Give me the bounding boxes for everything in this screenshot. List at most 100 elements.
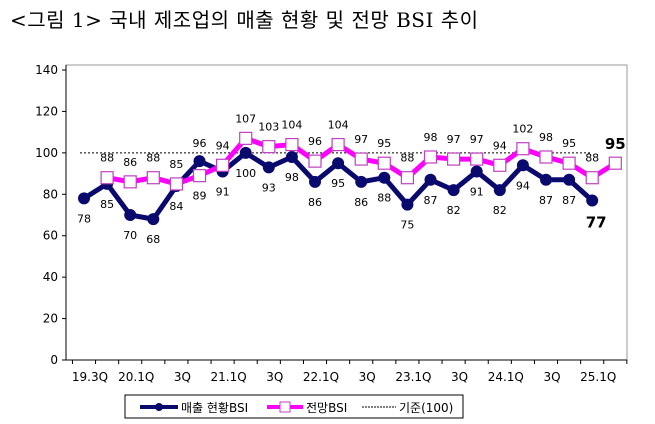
legend-label-current: 매출 현황BSI (181, 401, 248, 415)
data-point (262, 161, 275, 174)
data-point (423, 150, 438, 164)
legend: 매출 현황BSI 전망BSI 기준(100) (124, 394, 464, 419)
data-label: 84 (169, 200, 183, 213)
legend-marker-outlook (279, 401, 291, 413)
y-tick-label: 60 (43, 229, 58, 243)
data-label: 107 (235, 112, 256, 125)
y-tick-label: 120 (35, 104, 58, 118)
data-point (608, 156, 622, 170)
legend-label-baseline: 기준(100) (399, 401, 453, 415)
data-point (378, 171, 391, 184)
data-label: 77 (586, 214, 607, 232)
data-point (332, 157, 345, 170)
x-tick-label: 23.1Q (395, 370, 431, 384)
data-point (239, 131, 253, 145)
data-point (562, 156, 576, 170)
data-point (354, 152, 368, 166)
data-label: 98 (285, 171, 299, 184)
data-label: 87 (424, 194, 438, 207)
data-point (540, 173, 552, 186)
data-label: 75 (400, 219, 414, 232)
data-point (377, 156, 391, 170)
x-tick-label: 3Q (266, 370, 283, 384)
data-label: 68 (146, 233, 160, 246)
x-tick-label: 19.3Q (72, 370, 108, 384)
data-label: 98 (424, 131, 438, 144)
data-point (124, 209, 137, 221)
data-label: 102 (512, 123, 533, 136)
data-label: 88 (146, 152, 160, 165)
data-label: 95 (605, 135, 626, 153)
data-label: 88 (100, 152, 114, 165)
data-point (447, 152, 461, 166)
y-tick-label: 100 (35, 146, 58, 160)
legend-marker-current (155, 403, 163, 411)
data-label: 86 (123, 156, 137, 169)
data-point (355, 175, 368, 188)
data-label: 91 (470, 186, 484, 199)
data-label: 96 (193, 137, 207, 150)
data-label: 82 (447, 204, 461, 217)
data-point (193, 155, 206, 168)
x-tick-label: 3Q (451, 370, 468, 384)
data-point (123, 175, 137, 189)
legend-label-outlook: 전망BSI (306, 401, 347, 415)
data-point (146, 171, 160, 185)
x-tick-label: 3Q (174, 370, 191, 384)
y-tick-label: 80 (43, 187, 58, 201)
x-tick-label: 24.1Q (488, 370, 524, 384)
chart-title: <그림 1> 국내 제조업의 매출 현황 및 전망 BSI 추이 (10, 8, 479, 32)
data-label: 70 (123, 229, 137, 242)
data-point (331, 137, 345, 152)
plot-area (65, 64, 628, 361)
data-point (516, 159, 529, 172)
data-label: 97 (470, 133, 484, 146)
data-point (516, 142, 530, 156)
data-label: 88 (400, 152, 414, 165)
x-tick-label: 21.1Q (211, 370, 247, 384)
data-point (309, 175, 321, 188)
data-point (308, 154, 322, 168)
data-point (169, 177, 183, 191)
data-label: 95 (331, 177, 345, 190)
y-tick-label: 40 (43, 270, 58, 284)
data-label: 103 (258, 121, 279, 134)
data-point (400, 171, 414, 185)
data-label: 82 (493, 204, 507, 217)
data-label: 85 (100, 198, 114, 211)
x-tick-label: 22.1Q (303, 370, 339, 384)
data-point (216, 158, 230, 172)
data-label: 93 (262, 181, 276, 194)
y-tick-label: 140 (35, 63, 58, 77)
data-point (493, 184, 506, 197)
data-point (447, 184, 460, 197)
y-tick-label: 0 (50, 353, 58, 367)
data-point (470, 152, 484, 166)
data-point (586, 194, 599, 207)
data-point (585, 171, 599, 185)
data-point (563, 173, 576, 186)
data-label: 94 (493, 139, 507, 152)
data-point (147, 213, 160, 226)
x-tick-label: 20.1Q (118, 370, 154, 384)
data-label: 85 (169, 158, 183, 171)
data-label: 98 (539, 131, 553, 144)
data-label: 86 (308, 196, 322, 209)
data-point (401, 198, 414, 211)
data-point (262, 140, 276, 154)
data-point (78, 192, 90, 205)
data-label: 87 (539, 194, 553, 207)
data-label: 97 (354, 133, 368, 146)
data-point (424, 173, 437, 186)
data-label: 104 (281, 119, 302, 132)
data-label: 89 (193, 190, 207, 203)
x-tick-label: 3Q (543, 370, 560, 384)
data-label: 88 (377, 192, 391, 205)
data-label: 104 (328, 119, 349, 132)
data-label: 94 (516, 179, 530, 192)
data-label: 97 (447, 133, 461, 146)
data-label: 95 (377, 137, 391, 150)
data-point (239, 146, 252, 159)
data-point (285, 151, 298, 163)
